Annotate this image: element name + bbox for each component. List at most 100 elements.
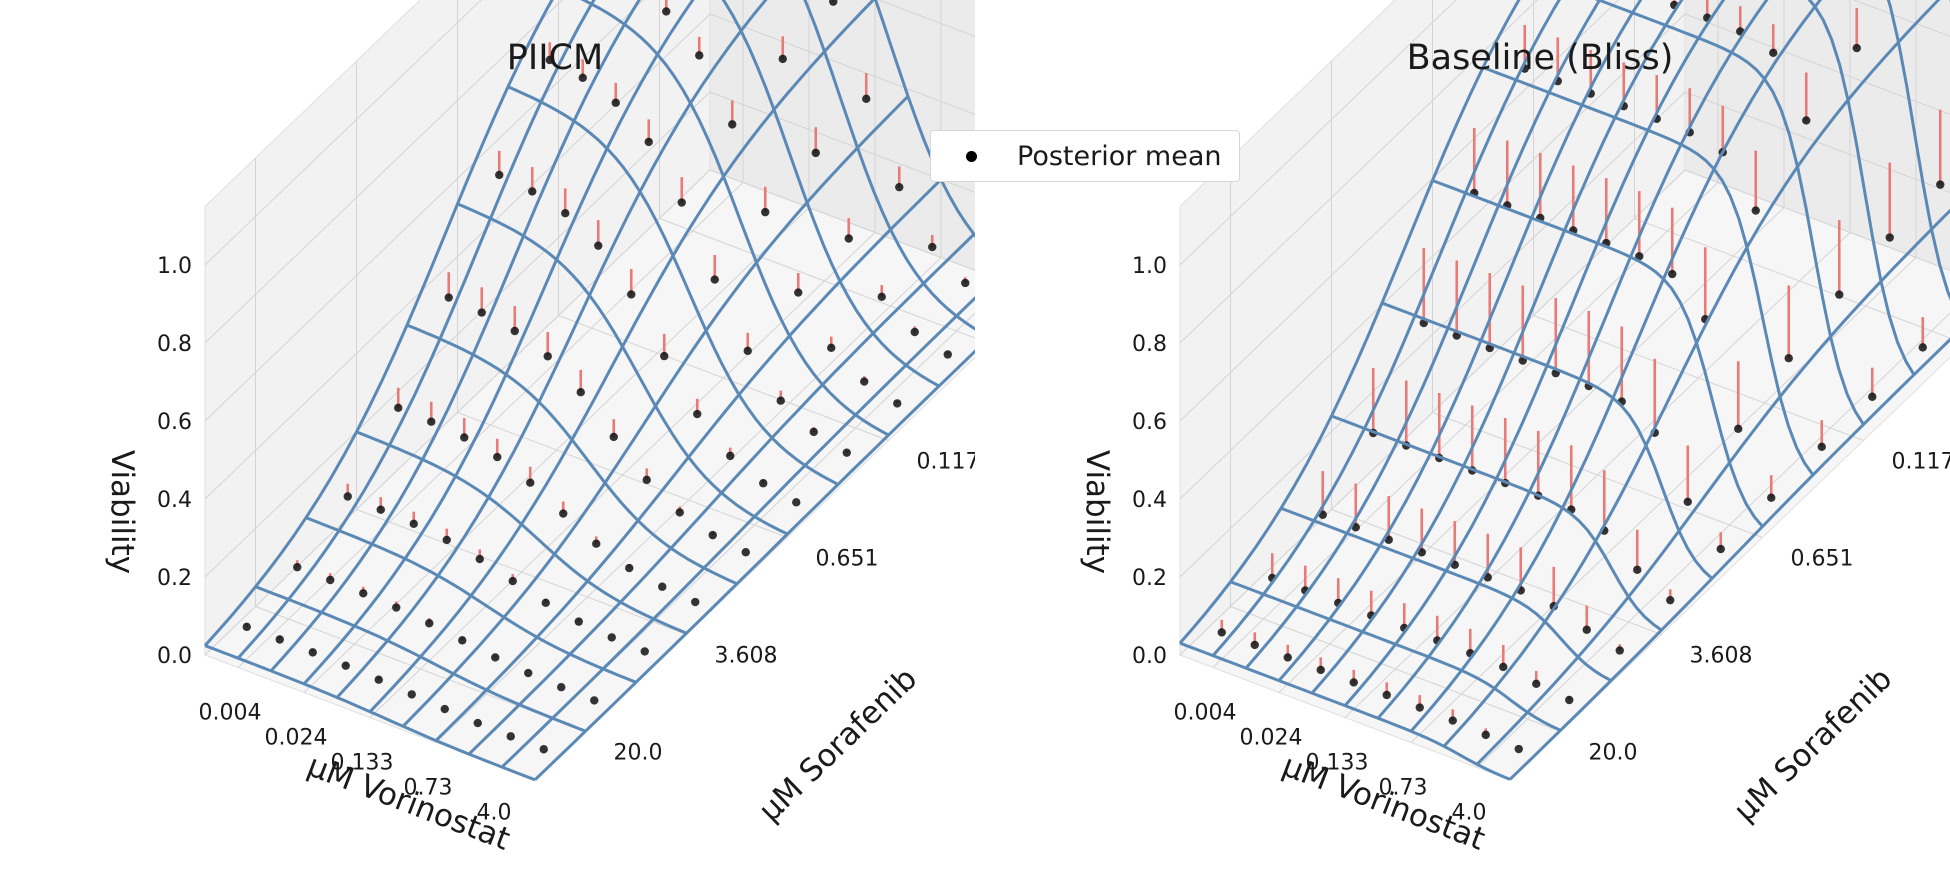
posterior-mean-point [741,548,750,557]
x-gridline [1278,0,1785,693]
x-gridline [1476,312,1950,768]
posterior-mean-point [625,563,634,573]
posterior-mean-point [1532,679,1541,689]
y-gridline [457,0,788,538]
posterior-mean-point [407,690,416,699]
posterior-mean-point [442,535,451,545]
posterior-mean-point [1734,424,1743,433]
posterior-mean-point [1384,535,1393,544]
posterior-mean-point [1349,678,1358,687]
z-gridline [1179,0,1950,422]
surface-line-v [1482,66,1815,476]
legend: Posterior mean [930,130,1240,182]
posterior-mean-point [592,539,601,548]
surface-wireframe [1178,0,1950,781]
posterior-mean-point [374,675,383,684]
posterior-mean-point [308,648,317,657]
posterior-mean-point [590,696,599,705]
z-tick-label: 0.0 [157,644,192,669]
posterior-mean-point [1835,290,1844,299]
surface-line-v [1886,0,1950,301]
posterior-mean-point [677,198,686,207]
x-gridline [1212,0,1719,668]
y-tick-label: 0.117 [1892,450,1950,475]
posterior-mean-point [427,417,436,426]
posterior-mean-point [491,653,500,662]
posterior-mean-point [609,432,618,442]
legend-label: Posterior mean [1017,141,1222,172]
z-tick-label: 0.0 [1132,644,1167,669]
posterior-mean-point [1918,343,1927,352]
posterior-mean-point [293,562,302,572]
posterior-mean-point [543,352,552,361]
posterior-mean-point [394,403,403,413]
posterior-mean-point [409,519,418,529]
x-tick-label: 0.133 [1306,751,1369,776]
posterior-mean-point [708,530,717,540]
posterior-mean-point [1802,116,1811,125]
posterior-mean-point [510,326,519,336]
posterior-mean-point [1936,180,1945,189]
posterior-mean-point [1499,662,1508,672]
posterior-mean-point [1316,665,1325,675]
posterior-mean-point [1382,690,1391,700]
posterior-mean-point [728,120,737,129]
z-axis-label: Viability [1079,450,1115,574]
posterior-mean-point [1415,703,1424,712]
posterior-mean-point [1817,442,1826,452]
y-tick-label: 20.0 [1589,741,1638,766]
y-tick-label: 20.0 [614,741,663,766]
posterior-mean-point [574,617,583,626]
posterior-mean-point [776,396,785,405]
z-tick-label: 0.4 [1132,488,1167,513]
posterior-mean-point [1635,252,1644,261]
posterior-mean-point [895,182,904,192]
surface-line-v [1179,641,1511,781]
posterior-mean-point [1852,43,1861,53]
posterior-mean-point [792,498,801,507]
x-gridline [435,0,942,743]
posterior-mean-point [495,170,504,180]
posterior-mean-point [607,633,616,642]
y-tick-label: 0.651 [816,547,879,572]
surface-line-v [1431,179,1764,528]
posterior-mean-point [1250,640,1259,650]
y-gridline [1331,61,1662,635]
y-gridline [1533,0,1864,441]
z-tick-label: 0.6 [1132,410,1167,435]
posterior-mean-point [359,589,368,598]
posterior-mean-point [594,241,603,250]
posterior-mean-point [1217,628,1226,637]
posterior-mean-point [1767,493,1776,502]
posterior-mean-point [493,452,502,462]
z-tick-label: 1.0 [157,254,192,279]
y-gridline [1230,158,1561,732]
posterior-mean-point [961,278,970,288]
posterior-mean-point [1716,544,1725,554]
x-tick-label: 0.024 [265,726,328,751]
chart-title: PIICM [506,38,604,78]
x-gridline [237,0,744,668]
legend-marker-icon [966,151,977,162]
z-tick-label: 0.2 [1132,566,1167,591]
posterior-mean-point [761,207,770,217]
posterior-mean-point [660,351,669,361]
posterior-mean-point [1417,548,1426,557]
posterior-mean-point [458,636,467,645]
posterior-mean-point [827,343,836,352]
x-tick-label: 0.024 [1240,726,1303,751]
posterior-mean-point [524,668,533,678]
posterior-mean-point [545,55,554,65]
surface-line-v [1594,0,1865,426]
posterior-mean-point [658,582,667,591]
x-gridline [501,312,975,768]
surface-line-v [1229,580,1562,732]
posterior-mean-point [1582,625,1591,634]
x-tick-label: 4.0 [1452,801,1487,826]
posterior-mean-point [275,635,284,644]
surface-line-v [1280,506,1612,682]
z-tick-label: 0.4 [157,488,192,513]
posterior-mean-point [376,505,385,514]
posterior-mean-point [642,475,651,485]
